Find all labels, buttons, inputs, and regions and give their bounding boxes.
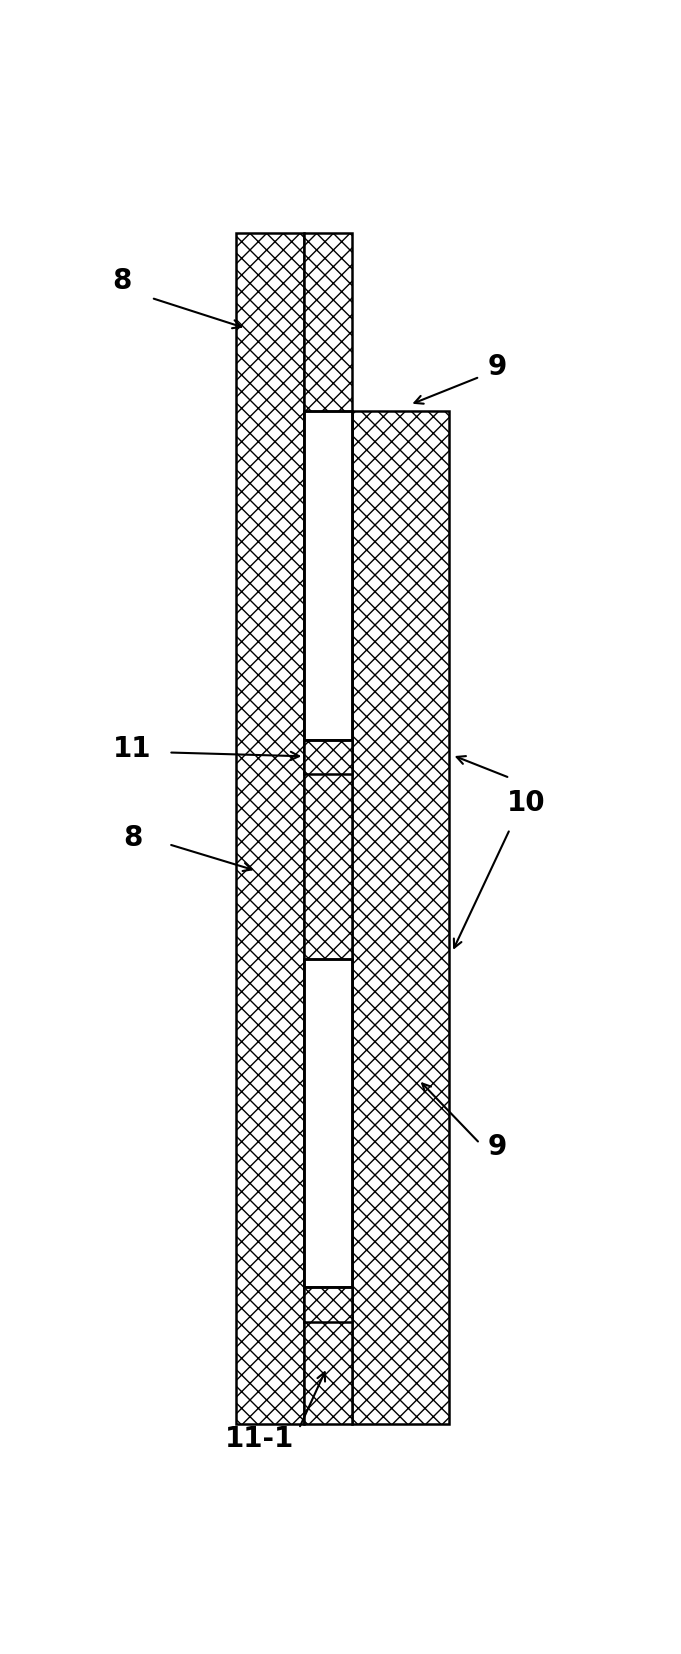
Bar xyxy=(304,739,351,774)
Bar xyxy=(304,412,351,739)
Bar xyxy=(304,233,351,1424)
Text: 8: 8 xyxy=(123,824,142,852)
Bar xyxy=(351,412,449,1424)
Text: 11: 11 xyxy=(113,734,152,762)
Bar xyxy=(304,959,351,1287)
Text: 8: 8 xyxy=(112,268,131,296)
Text: 9: 9 xyxy=(487,1133,507,1161)
Bar xyxy=(304,1287,351,1322)
Text: 10: 10 xyxy=(507,789,545,817)
Bar xyxy=(236,233,304,1424)
Text: 9: 9 xyxy=(487,352,507,380)
Text: 11-1: 11-1 xyxy=(225,1426,294,1452)
